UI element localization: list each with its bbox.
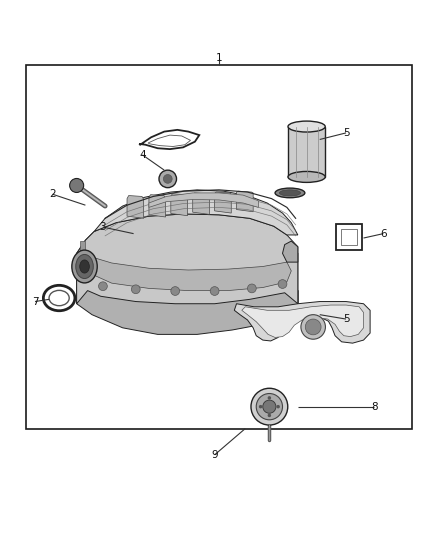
Text: 9: 9 [211,450,218,460]
Bar [26,65,412,429]
Circle shape [171,287,180,295]
Circle shape [210,287,219,295]
Circle shape [163,174,172,183]
Polygon shape [94,258,291,290]
Circle shape [276,405,280,408]
Bar [80,241,85,253]
Bar [341,229,357,246]
Text: 5: 5 [343,128,350,138]
Polygon shape [234,302,370,343]
Text: 7: 7 [32,296,39,306]
Circle shape [159,170,177,188]
Text: 1: 1 [215,53,223,63]
Polygon shape [171,194,187,216]
Polygon shape [215,192,231,213]
Bar [336,224,362,250]
Polygon shape [237,191,253,212]
Polygon shape [149,193,258,207]
Circle shape [263,400,276,413]
Ellipse shape [275,188,305,198]
Circle shape [259,405,262,408]
Polygon shape [77,214,298,304]
Circle shape [268,396,271,400]
Circle shape [256,393,283,420]
Circle shape [70,179,84,192]
Circle shape [99,282,107,290]
Ellipse shape [76,254,93,279]
Polygon shape [148,135,191,147]
Text: 4: 4 [139,150,146,160]
Polygon shape [149,195,166,217]
Polygon shape [94,190,298,235]
Polygon shape [77,231,94,304]
Polygon shape [242,305,364,337]
Text: 3: 3 [99,222,106,232]
Polygon shape [283,241,298,262]
Ellipse shape [288,121,325,132]
Circle shape [278,280,287,288]
Text: 6: 6 [380,229,387,239]
Polygon shape [127,196,144,219]
Circle shape [268,414,271,417]
Text: 8: 8 [371,402,378,411]
Ellipse shape [72,250,97,283]
Text: 2: 2 [49,189,56,199]
Ellipse shape [80,260,89,273]
Polygon shape [280,243,298,304]
Ellipse shape [279,190,300,196]
Circle shape [301,314,325,339]
Polygon shape [77,280,298,334]
Polygon shape [193,193,209,214]
Circle shape [247,284,256,293]
Ellipse shape [288,172,325,182]
Bar [288,126,325,177]
Circle shape [305,319,321,335]
Text: 5: 5 [343,314,350,324]
Circle shape [131,285,140,294]
Circle shape [251,388,288,425]
